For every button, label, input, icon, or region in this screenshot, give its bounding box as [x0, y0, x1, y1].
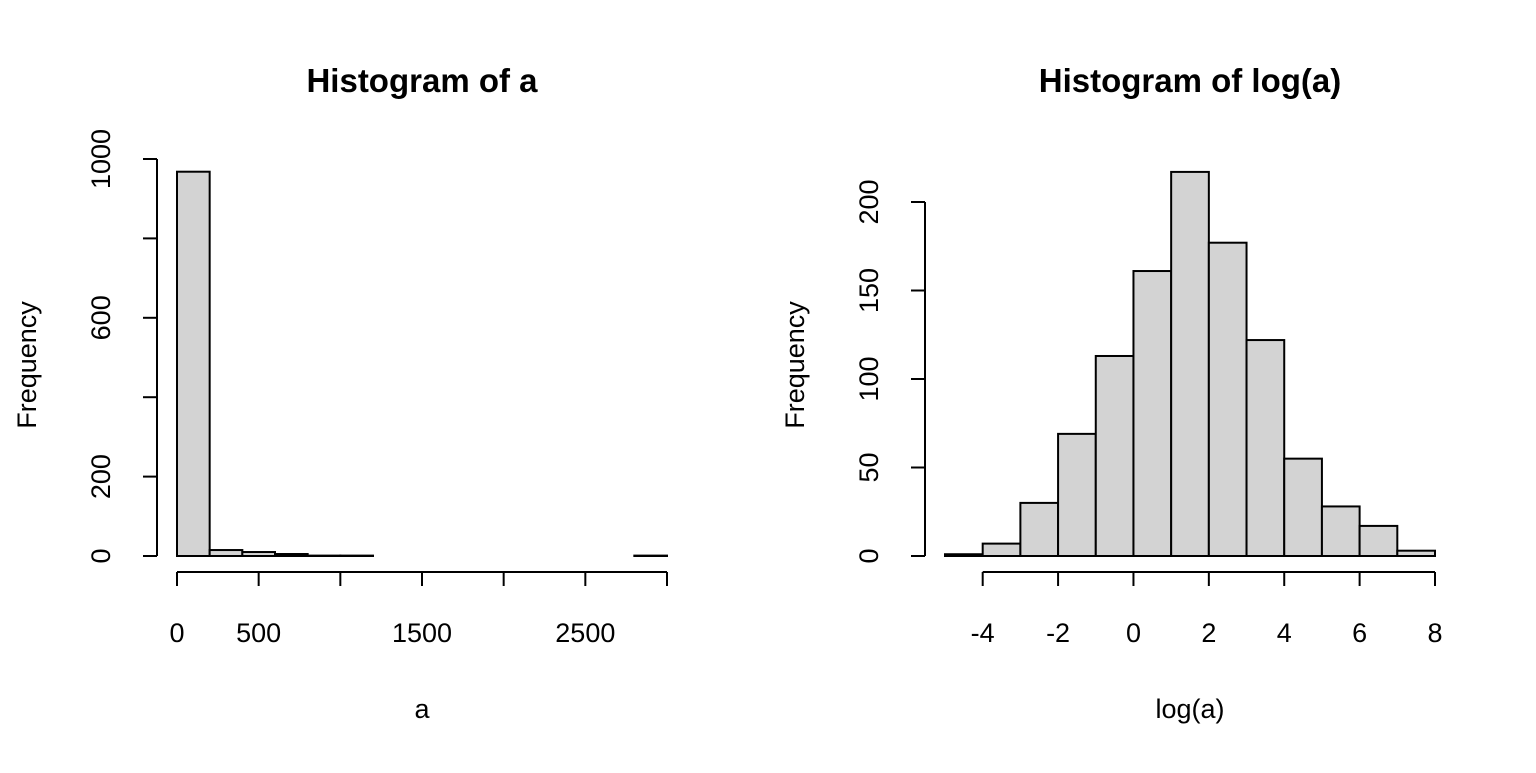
histogram-bar: [1284, 459, 1322, 556]
y-tick-label: 50: [854, 452, 884, 482]
histogram-bar: [177, 172, 210, 556]
histogram-bar: [275, 554, 308, 556]
x-tick-label: 2500: [555, 618, 615, 648]
bars-log-a: [945, 172, 1435, 556]
x-tick-label: 0: [169, 618, 184, 648]
x-tick-label: 8: [1427, 618, 1442, 648]
y-axis-label-log-a: Frequency: [780, 301, 810, 429]
x-tick-label: 4: [1277, 618, 1292, 648]
histogram-bar: [1247, 340, 1285, 556]
histogram-bar: [1133, 271, 1171, 556]
histogram-bar: [1209, 243, 1247, 556]
x-tick-label: 1500: [392, 618, 452, 648]
x-tick-label: -4: [971, 618, 995, 648]
y-tick-label: 600: [86, 295, 116, 340]
y-axis-log-a: 0 50 100 150 200: [854, 179, 925, 563]
chart-title-a: Histogram of a: [306, 62, 538, 99]
histogram-bar: [1397, 551, 1435, 556]
bars-a: [177, 172, 667, 556]
y-tick-label: 100: [854, 356, 884, 401]
histogram-bar: [1020, 503, 1058, 556]
x-tick-label: 0: [1126, 618, 1141, 648]
histogram-bar: [983, 544, 1021, 556]
x-axis-log-a: -4 -2 0 2 4 6 8: [971, 572, 1443, 648]
x-axis-a: 0 500 1500 2500: [169, 572, 667, 648]
y-tick-label: 200: [86, 454, 116, 499]
y-axis-label-a: Frequency: [12, 301, 42, 429]
x-tick-label: 2: [1201, 618, 1216, 648]
histogram-bar: [210, 550, 243, 556]
y-tick-label: 150: [854, 268, 884, 313]
chart-title-log-a: Histogram of log(a): [1039, 62, 1342, 99]
histogram-bar: [1360, 526, 1398, 556]
y-tick-label: 0: [854, 548, 884, 563]
histogram-bar: [1058, 434, 1096, 556]
x-tick-label: -2: [1046, 618, 1070, 648]
histogram-bar: [1171, 172, 1209, 556]
histogram-bar: [945, 554, 983, 556]
y-tick-label: 200: [854, 179, 884, 224]
x-axis-label-log-a: log(a): [1155, 694, 1224, 724]
y-axis-a: 0 200 600 1000: [86, 129, 157, 564]
y-tick-label: 1000: [86, 129, 116, 189]
x-tick-label: 6: [1352, 618, 1367, 648]
histogram-bar: [242, 552, 275, 556]
x-tick-label: 500: [236, 618, 281, 648]
histogram-log-a-panel: Histogram of log(a) log(a) Frequency -4-…: [780, 62, 1443, 724]
y-tick-label: 0: [86, 548, 116, 563]
histogram-bar: [1096, 356, 1134, 556]
histogram-bar: [1322, 506, 1360, 556]
x-axis-label-a: a: [414, 694, 430, 724]
